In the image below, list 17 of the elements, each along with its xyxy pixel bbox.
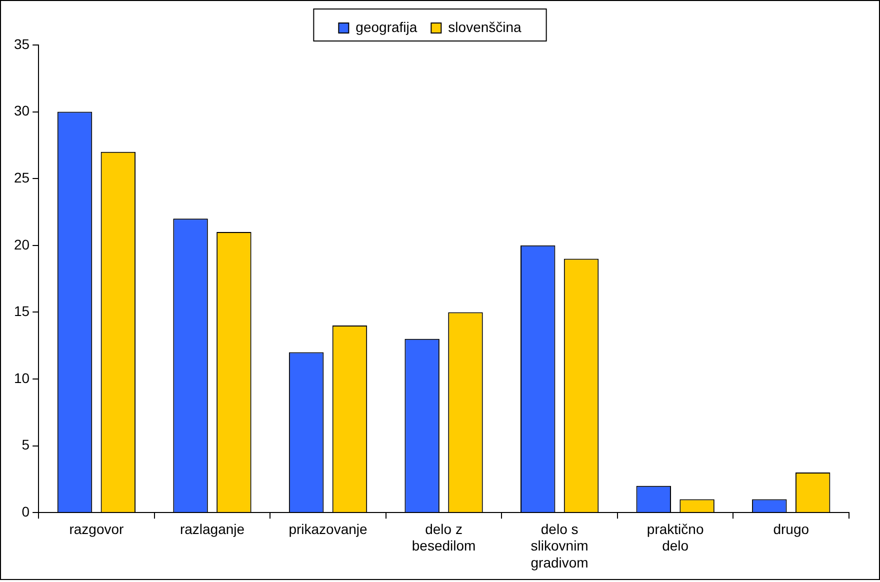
x-tick-label: razlaganje	[180, 520, 245, 537]
x-tick-label: delo s slikovnim gradivom	[530, 520, 588, 570]
y-tick-label: 35	[14, 36, 30, 52]
x-tick-label: delo z besedilom	[412, 520, 476, 554]
x-tick-label: drugo	[773, 520, 810, 537]
x-tick-label: prikazovanje	[288, 520, 368, 537]
x-tick-label: razgovor	[69, 520, 124, 537]
y-tick-label: 10	[14, 370, 30, 386]
y-tick-label: 5	[22, 436, 30, 453]
x-tick-label: praktično delo	[646, 520, 704, 554]
y-tick-label: 0	[22, 503, 30, 520]
y-tick-label: 20	[14, 236, 30, 252]
legend-label: slovenščina	[448, 18, 522, 35]
y-tick-label: 25	[14, 169, 30, 186]
y-tick-label: 30	[14, 102, 30, 119]
y-tick-label: 15	[14, 303, 30, 320]
legend-label: geografija	[356, 18, 418, 35]
